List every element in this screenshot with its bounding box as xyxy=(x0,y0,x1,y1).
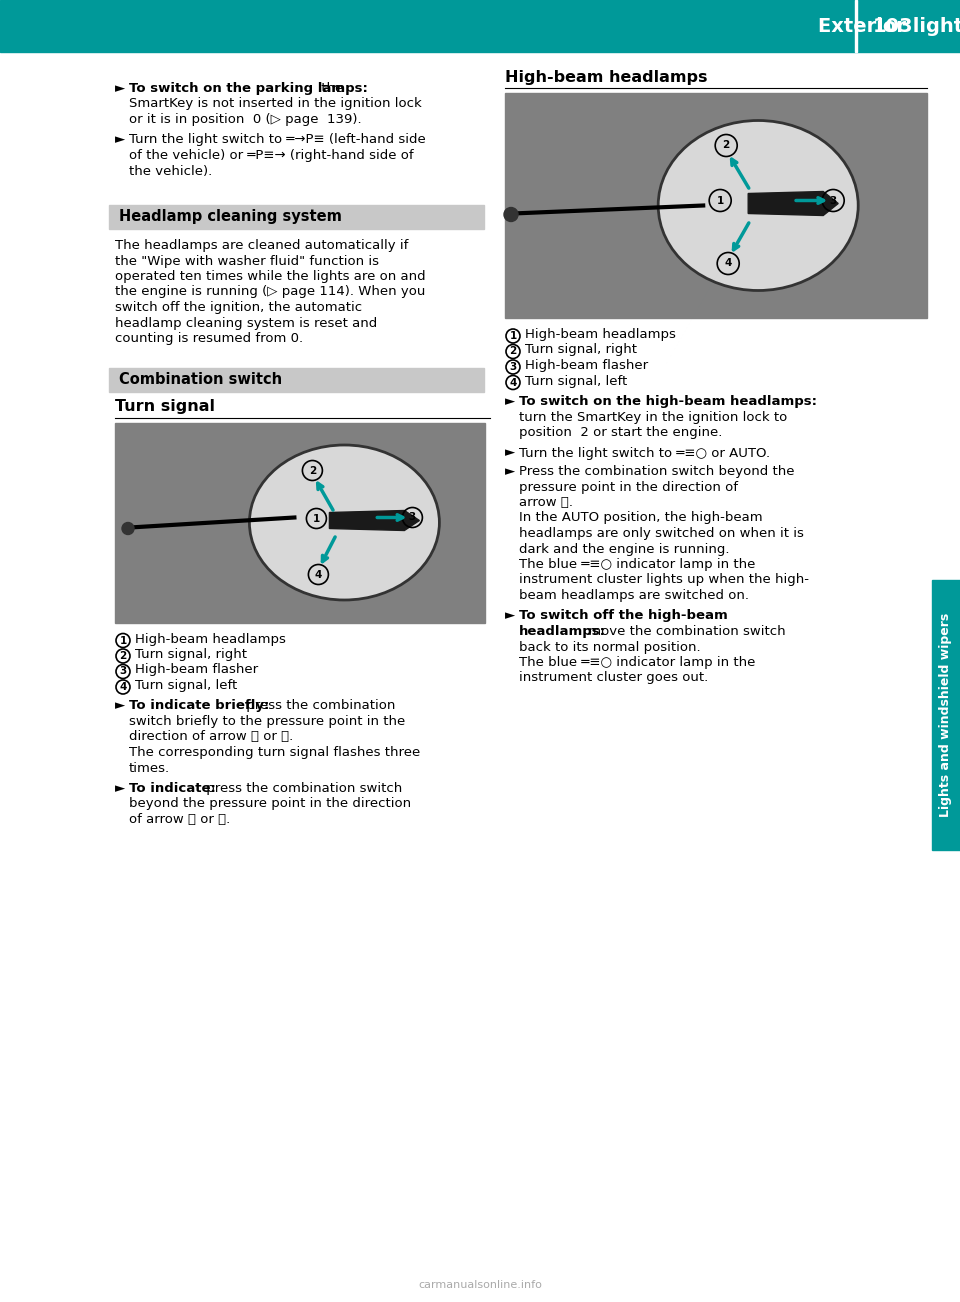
Text: 2: 2 xyxy=(119,651,127,661)
Text: back to its normal position.: back to its normal position. xyxy=(519,641,701,654)
Text: dark and the engine is running.: dark and the engine is running. xyxy=(519,543,730,556)
Text: the "Wipe with washer fluid" function is: the "Wipe with washer fluid" function is xyxy=(115,254,379,267)
Text: 3: 3 xyxy=(510,362,516,372)
Text: the: the xyxy=(317,82,344,95)
Text: To indicate:: To indicate: xyxy=(129,783,216,796)
Circle shape xyxy=(504,207,518,221)
Text: Lights and windshield wipers: Lights and windshield wipers xyxy=(940,613,952,818)
Text: 2: 2 xyxy=(723,141,730,151)
Polygon shape xyxy=(748,191,838,216)
Text: ►: ► xyxy=(115,783,125,796)
Text: the vehicle).: the vehicle). xyxy=(129,164,212,177)
Bar xyxy=(0,0,960,52)
Text: carmanualsonline.info: carmanualsonline.info xyxy=(418,1280,542,1290)
Text: instrument cluster lights up when the high-: instrument cluster lights up when the hi… xyxy=(519,573,809,586)
Text: High-beam flasher: High-beam flasher xyxy=(135,664,258,677)
Text: Turn the light switch to ═≡○ or AUTO.: Turn the light switch to ═≡○ or AUTO. xyxy=(519,447,770,460)
Text: High-beam headlamps: High-beam headlamps xyxy=(505,70,708,85)
Text: ►: ► xyxy=(115,134,125,147)
Text: position  2 or start the engine.: position 2 or start the engine. xyxy=(519,426,722,439)
Text: ►: ► xyxy=(505,447,516,460)
Text: 4: 4 xyxy=(119,682,127,691)
Bar xyxy=(115,423,485,622)
Bar xyxy=(109,204,484,229)
Text: Exterior lighting: Exterior lighting xyxy=(818,17,960,35)
Text: headlamps are only switched on when it is: headlamps are only switched on when it i… xyxy=(519,527,804,540)
Text: headlamp cleaning system is reset and: headlamp cleaning system is reset and xyxy=(115,316,377,329)
Text: To switch on the high-beam headlamps:: To switch on the high-beam headlamps: xyxy=(519,395,817,408)
Text: To indicate briefly:: To indicate briefly: xyxy=(129,699,270,712)
Text: the engine is running (▷ page 114). When you: the engine is running (▷ page 114). When… xyxy=(115,285,425,298)
Text: Turn signal: Turn signal xyxy=(115,400,215,414)
Text: ►: ► xyxy=(115,82,125,95)
Text: 2: 2 xyxy=(510,346,516,357)
Bar xyxy=(109,367,484,392)
Text: direction of arrow Ⓑ or Ⓖ.: direction of arrow Ⓑ or Ⓖ. xyxy=(129,730,293,743)
Text: 1: 1 xyxy=(313,513,320,523)
Text: pressure point in the direction of: pressure point in the direction of xyxy=(519,480,738,493)
Text: ►: ► xyxy=(505,465,516,478)
Text: arrow Ⓐ.: arrow Ⓐ. xyxy=(519,496,573,509)
Text: 1: 1 xyxy=(510,331,516,341)
Text: press the combination switch: press the combination switch xyxy=(202,783,402,796)
Text: The blue ═≡○ indicator lamp in the: The blue ═≡○ indicator lamp in the xyxy=(519,656,756,669)
Bar xyxy=(505,92,927,318)
Text: To switch on the parking lamps:: To switch on the parking lamps: xyxy=(129,82,368,95)
Text: 4: 4 xyxy=(315,569,323,579)
Text: times.: times. xyxy=(129,762,170,775)
Text: 1: 1 xyxy=(716,195,724,206)
Ellipse shape xyxy=(659,121,858,290)
Text: switch off the ignition, the automatic: switch off the ignition, the automatic xyxy=(115,301,362,314)
Text: of arrow Ⓑ or Ⓖ.: of arrow Ⓑ or Ⓖ. xyxy=(129,812,230,825)
Text: Combination switch: Combination switch xyxy=(119,371,282,387)
Text: of the vehicle) or ═P≡→ (right-hand side of: of the vehicle) or ═P≡→ (right-hand side… xyxy=(129,148,414,161)
Text: ►: ► xyxy=(505,609,516,622)
Bar xyxy=(932,579,960,850)
Text: 103: 103 xyxy=(874,17,914,35)
Text: ►: ► xyxy=(505,395,516,408)
Text: High-beam headlamps: High-beam headlamps xyxy=(525,328,676,341)
Text: or it is in position  0 (▷ page  139).: or it is in position 0 (▷ page 139). xyxy=(129,113,362,126)
Text: Turn signal, right: Turn signal, right xyxy=(525,344,637,357)
Ellipse shape xyxy=(250,445,440,600)
Text: ►: ► xyxy=(115,699,125,712)
Text: turn the SmartKey in the ignition lock to: turn the SmartKey in the ignition lock t… xyxy=(519,410,787,423)
Text: High-beam headlamps: High-beam headlamps xyxy=(135,633,286,646)
Text: press the combination: press the combination xyxy=(242,699,396,712)
Text: 2: 2 xyxy=(309,466,316,475)
Text: Turn signal, right: Turn signal, right xyxy=(135,648,247,661)
Text: operated ten times while the lights are on and: operated ten times while the lights are … xyxy=(115,270,425,283)
Polygon shape xyxy=(329,510,420,530)
Text: The corresponding turn signal flashes three: The corresponding turn signal flashes th… xyxy=(129,746,420,759)
Text: 3: 3 xyxy=(119,667,127,677)
Text: Turn signal, left: Turn signal, left xyxy=(525,375,627,388)
Text: 4: 4 xyxy=(510,378,516,388)
Text: 3: 3 xyxy=(829,195,837,206)
Bar xyxy=(855,0,857,52)
Text: Headlamp cleaning system: Headlamp cleaning system xyxy=(119,210,342,224)
Text: switch briefly to the pressure point in the: switch briefly to the pressure point in … xyxy=(129,715,405,728)
Text: In the AUTO position, the high-beam: In the AUTO position, the high-beam xyxy=(519,512,762,525)
Text: Press the combination switch beyond the: Press the combination switch beyond the xyxy=(519,465,795,478)
Text: 1: 1 xyxy=(119,635,127,646)
Text: 4: 4 xyxy=(725,259,732,268)
Text: Turn the light switch to ═→P≡ (left-hand side: Turn the light switch to ═→P≡ (left-hand… xyxy=(129,134,425,147)
Text: headlamps:: headlamps: xyxy=(519,625,606,638)
Text: To switch off the high-beam: To switch off the high-beam xyxy=(519,609,728,622)
Text: SmartKey is not inserted in the ignition lock: SmartKey is not inserted in the ignition… xyxy=(129,98,421,111)
Text: The headlamps are cleaned automatically if: The headlamps are cleaned automatically … xyxy=(115,240,408,253)
Text: instrument cluster goes out.: instrument cluster goes out. xyxy=(519,672,708,685)
Text: The blue ═≡○ indicator lamp in the: The blue ═≡○ indicator lamp in the xyxy=(519,559,756,572)
Text: High-beam flasher: High-beam flasher xyxy=(525,359,648,372)
Text: counting is resumed from 0.: counting is resumed from 0. xyxy=(115,332,303,345)
Text: beyond the pressure point in the direction: beyond the pressure point in the directi… xyxy=(129,798,411,811)
Text: Turn signal, left: Turn signal, left xyxy=(135,680,237,691)
Text: move the combination switch: move the combination switch xyxy=(584,625,785,638)
Circle shape xyxy=(122,522,134,535)
Text: 3: 3 xyxy=(409,513,416,522)
Text: beam headlamps are switched on.: beam headlamps are switched on. xyxy=(519,589,749,602)
